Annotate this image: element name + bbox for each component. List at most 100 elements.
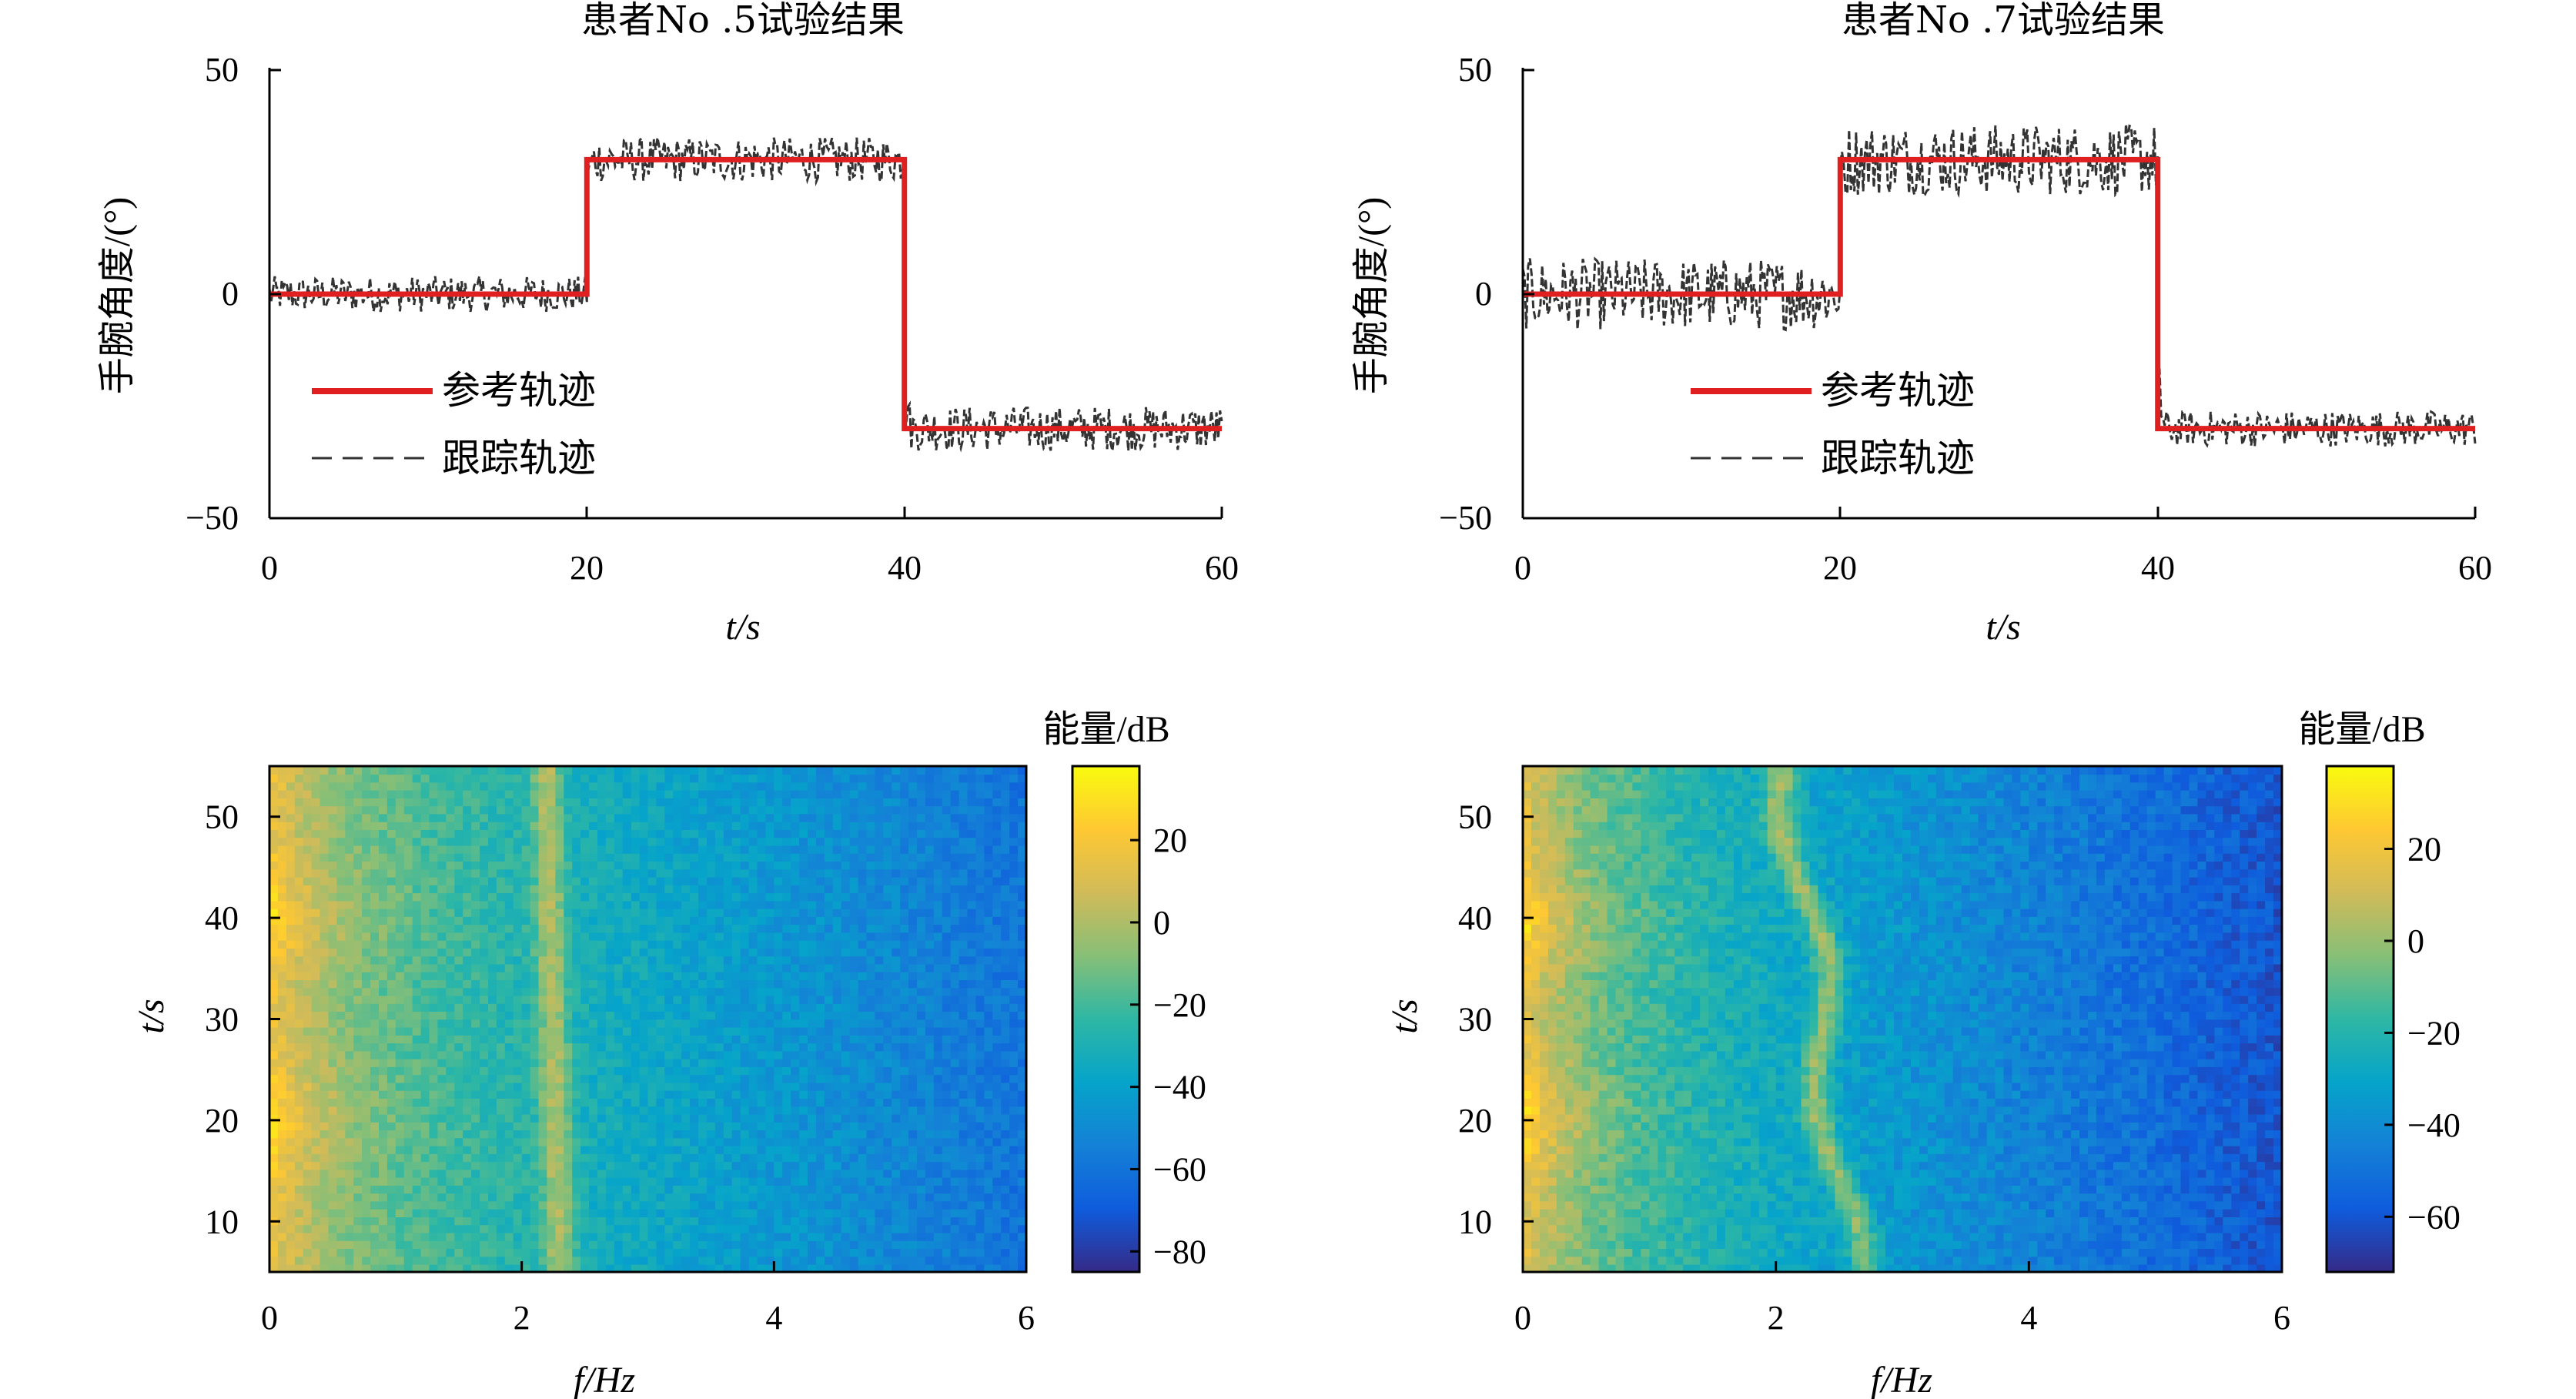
heatmap-cell [336, 948, 346, 957]
heatmap-cell [664, 1003, 674, 1012]
heatmap-cell [513, 995, 523, 1004]
heatmap-cell [765, 932, 775, 941]
heatmap-cell [580, 1035, 590, 1044]
heatmap-cell [757, 892, 767, 902]
heatmap-cell [538, 932, 548, 941]
heatmap-cell [774, 1208, 783, 1217]
heatmap-cell [875, 995, 885, 1004]
heatmap-cell [698, 1003, 708, 1012]
heatmap-cell [362, 852, 371, 862]
heatmap-cell [538, 1224, 548, 1233]
heatmap-cell [345, 979, 354, 989]
heatmap-cell [832, 1035, 842, 1044]
heatmap-cell [841, 1240, 851, 1249]
heatmap-cell [480, 1217, 489, 1226]
heatmap-cell [597, 939, 607, 949]
heatmap-cell [580, 1161, 590, 1170]
heatmap-cell [714, 1240, 724, 1249]
heatmap-cell [269, 1153, 279, 1163]
heatmap-cell [572, 1026, 581, 1036]
heatmap-cell [992, 1082, 1002, 1091]
heatmap-cell [362, 1098, 371, 1107]
heatmap-cell [353, 885, 363, 894]
heatmap-cell [614, 861, 624, 870]
heatmap-cell [757, 1161, 767, 1170]
heatmap-cell [925, 1248, 935, 1257]
heatmap-cell [765, 939, 775, 949]
heatmap-cell [647, 1217, 657, 1226]
heatmap-cell [723, 1026, 733, 1036]
heatmap-cell [815, 861, 825, 870]
heatmap-cell [984, 1208, 994, 1217]
heatmap-cell [555, 1082, 565, 1091]
heatmap-cell [917, 1130, 926, 1139]
heatmap-cell [631, 1232, 641, 1241]
heatmap-cell [622, 1193, 632, 1202]
heatmap-cell [353, 1026, 363, 1036]
heatmap-cell [353, 1011, 363, 1020]
heatmap-cell [925, 1169, 935, 1178]
heatmap-cell [631, 1106, 641, 1115]
heatmap-cell [480, 1074, 489, 1083]
heatmap-cell [589, 1200, 598, 1210]
heatmap-cell [1018, 1169, 1027, 1178]
heatmap-cell [791, 852, 800, 862]
heatmap-cell [277, 1113, 287, 1123]
line-chart-patient-5: 患者No .5试验结果 手腕角度/(°) t/s 50 0 −50 0 20 4… [97, 0, 1239, 648]
heatmap-cell [841, 1200, 851, 1210]
heatmap-cell [740, 1082, 750, 1091]
heatmap-cell [942, 876, 952, 885]
heatmap-cell [564, 1185, 573, 1194]
heatmap-cell [647, 932, 657, 941]
heatmap-cell [1009, 1026, 1019, 1036]
heatmap-cell [723, 869, 733, 878]
heatmap-cell [647, 987, 657, 996]
heatmap-cell [992, 995, 1002, 1004]
heatmap-cell [513, 979, 523, 989]
heatmap-cell [353, 1200, 363, 1210]
heatmap-cell [521, 1106, 531, 1115]
heatmap-cell [370, 852, 380, 862]
heatmap-cell [412, 1130, 422, 1139]
heatmap-cell [488, 1089, 497, 1099]
heatmap-cell [286, 1035, 296, 1044]
heatmap-cell [892, 885, 901, 894]
heatmap-cell [605, 876, 615, 885]
heatmap-cell [748, 1130, 758, 1139]
heatmap-cell [303, 885, 313, 894]
heatmap-cell [1001, 1263, 1010, 1273]
heatmap-cell [731, 948, 741, 957]
heatmap-cell [900, 1074, 909, 1083]
heatmap-cell [463, 1208, 472, 1217]
heatmap-cell [942, 1232, 952, 1241]
heatmap-cell [1001, 1089, 1010, 1099]
heatmap-cell [362, 1130, 371, 1139]
heatmap-cell [303, 1176, 313, 1186]
heatmap-cell [454, 1066, 463, 1076]
heatmap-cell [513, 1208, 523, 1217]
heatmap-cell [925, 963, 935, 972]
heatmap-cell [967, 1256, 977, 1265]
heatmap-cell [714, 1098, 724, 1107]
heatmap-cell [774, 837, 783, 846]
heatmap-cell [589, 1043, 598, 1052]
heatmap-cell [454, 948, 463, 957]
heatmap-cell [530, 1137, 540, 1146]
heatmap-cell [605, 861, 615, 870]
heatmap-cell [303, 1113, 313, 1123]
heatmap-cell [277, 932, 287, 941]
heatmap-cell [782, 1193, 791, 1202]
heatmap-cell [386, 1224, 396, 1233]
heatmap-cell [412, 1169, 422, 1178]
heatmap-cell [597, 971, 607, 980]
heatmap-cell [841, 1058, 851, 1067]
heatmap-cell [731, 869, 741, 878]
heatmap-cell [386, 924, 396, 933]
heatmap-cell [808, 869, 817, 878]
heatmap-cell [504, 963, 514, 972]
heatmap-cell [740, 956, 750, 965]
heatmap-cell [992, 1208, 1002, 1217]
heatmap-cell [269, 924, 279, 933]
heatmap-cell [740, 948, 750, 957]
heatmap-cell [286, 956, 296, 965]
